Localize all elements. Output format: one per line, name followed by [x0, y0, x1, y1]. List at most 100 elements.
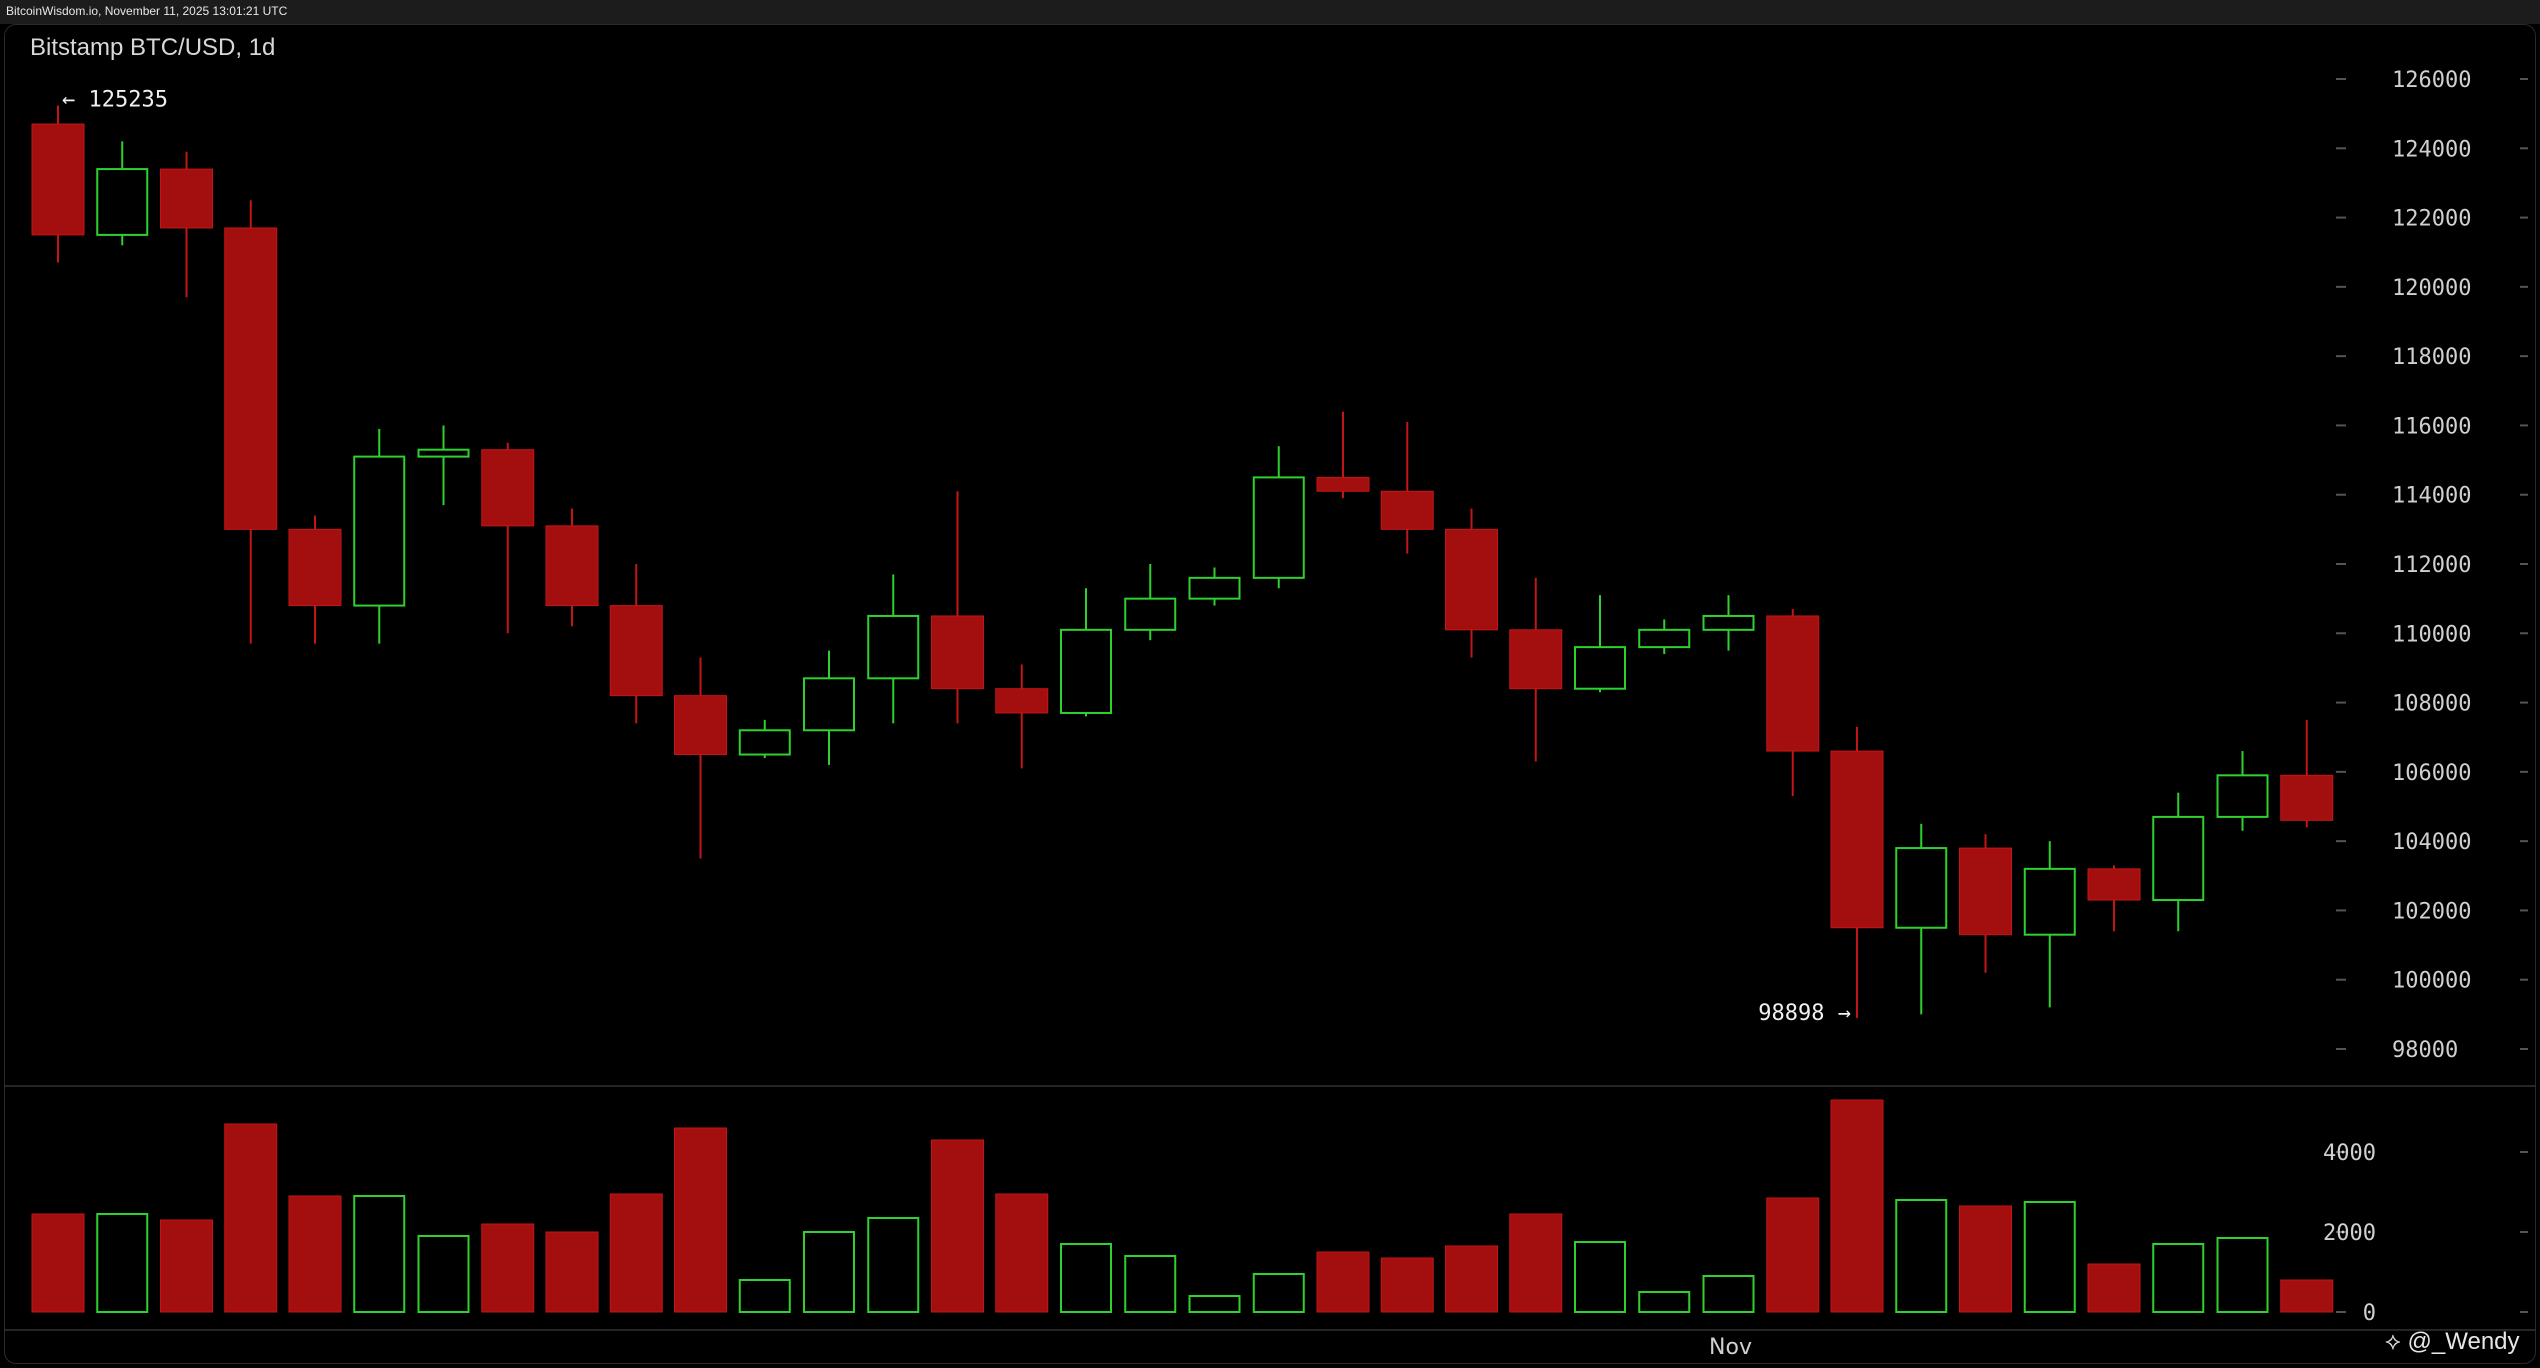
volume-bar-down: [609, 1193, 663, 1313]
candle-body-down: [2280, 774, 2334, 821]
candle-body-up: [867, 614, 920, 680]
volume-bar-up: [1252, 1273, 1305, 1313]
volume-bar-down: [224, 1123, 278, 1313]
volume-bar-up: [738, 1279, 791, 1313]
candle-body-up: [1702, 614, 1755, 631]
candle-body-down: [1316, 476, 1370, 492]
volume-bar-up: [1638, 1291, 1691, 1313]
candle-body-up: [2216, 774, 2269, 818]
candle-body-down: [224, 227, 278, 530]
price-tick-label: 108000: [2392, 692, 2471, 717]
candle-body-up: [1895, 847, 1948, 929]
price-candles: [31, 105, 2334, 1018]
volume-bar-down: [1766, 1197, 1820, 1313]
volume-bar-down: [31, 1213, 85, 1313]
chart-title: Bitstamp BTC/USD, 1d: [30, 34, 276, 61]
volume-bar-down: [1380, 1257, 1434, 1313]
candle-body-up: [1060, 628, 1112, 714]
price-tick-label: 100000: [2392, 969, 2471, 994]
volume-bar-up: [1060, 1243, 1112, 1313]
volume-bar-down: [1959, 1205, 2012, 1313]
candle-body-up: [2152, 815, 2205, 902]
volume-bar-up: [96, 1213, 149, 1313]
price-tick-label: 122000: [2392, 207, 2471, 232]
candle-body-down: [2087, 868, 2141, 901]
volume-bar-down: [2280, 1279, 2334, 1313]
candle-body-down: [160, 168, 213, 229]
volume-bar-up: [1124, 1255, 1177, 1313]
volume-bar-down: [931, 1139, 984, 1313]
candle-body-down: [1509, 629, 1563, 690]
price-tick-label: 116000: [2392, 414, 2471, 439]
volume-bar-up: [353, 1195, 406, 1313]
volume-bar-down: [288, 1195, 342, 1313]
chart-axes: 126000 124000 122000 120000 118000 116000 1140…: [4, 68, 2536, 1360]
candle-body-up: [738, 729, 791, 756]
volume-bar-up: [2152, 1243, 2205, 1313]
chart-frame: [4, 24, 2536, 1364]
price-tick-label: 102000: [2392, 899, 2471, 924]
author-watermark: ⟡ @_Wendy: [2385, 1328, 2520, 1356]
price-tick-label: 104000: [2392, 830, 2471, 855]
volume-bars: [31, 1099, 2334, 1313]
volume-tick-label: 2000: [2323, 1221, 2376, 1246]
candle-body-down: [1830, 750, 1884, 929]
price-tick-label: 110000: [2392, 622, 2471, 647]
price-tick-label: 124000: [2392, 137, 2471, 162]
candle-body-down: [931, 615, 984, 690]
candle-body-down: [995, 688, 1049, 714]
candle-body-up: [2023, 867, 2076, 936]
candle-body-up: [1574, 646, 1626, 690]
volume-bar-down: [1445, 1245, 1498, 1313]
price-tick-label: 126000: [2392, 68, 2471, 93]
candle-body-down: [1380, 490, 1434, 530]
volume-bar-down: [995, 1193, 1049, 1313]
volume-bar-up: [1895, 1199, 1948, 1313]
volume-bar-up: [417, 1235, 470, 1313]
volume-bar-down: [2087, 1263, 2141, 1313]
candle-body-down: [545, 525, 599, 607]
volume-bar-down: [1830, 1099, 1884, 1313]
volume-bar-up: [867, 1217, 920, 1313]
candle-body-up: [1638, 628, 1691, 649]
candle-body-down: [1445, 528, 1498, 631]
high-annotation: ← 125235: [62, 88, 168, 113]
price-tick-label: 112000: [2392, 553, 2471, 578]
price-tick-label: 98000: [2392, 1038, 2458, 1063]
diamond-icon: ⟡: [2385, 1328, 2408, 1355]
watermark-text: @_Wendy: [2407, 1328, 2520, 1355]
price-tick-label: 114000: [2392, 484, 2471, 509]
volume-bar-up: [2216, 1237, 2269, 1313]
volume-bar-up: [1188, 1295, 1241, 1313]
volume-bar-down: [674, 1127, 727, 1313]
candle-body-down: [674, 695, 727, 756]
volume-tick-label: 0: [2363, 1301, 2376, 1326]
volume-bar-up: [1574, 1241, 1626, 1313]
price-tick-label: 106000: [2392, 761, 2471, 786]
candle-body-down: [609, 605, 663, 697]
price-tick-label: 120000: [2392, 276, 2471, 301]
candle-body-up: [803, 677, 855, 732]
candle-body-up: [1188, 576, 1241, 600]
volume-bar-down: [1509, 1213, 1563, 1313]
candle-body-up: [96, 168, 149, 236]
volume-bar-down: [1316, 1251, 1370, 1313]
candle-body-down: [31, 123, 85, 236]
candle-body-up: [417, 448, 470, 458]
volume-bar-up: [803, 1231, 855, 1313]
candle-body-down: [481, 449, 535, 527]
x-axis-label-nov: Nov: [1709, 1335, 1752, 1360]
candle-body-up: [1252, 476, 1305, 579]
volume-bar-down: [545, 1231, 599, 1313]
volume-bar-up: [2023, 1201, 2076, 1313]
candle-body-down: [288, 528, 342, 607]
volume-bar-down: [160, 1219, 213, 1313]
candle-body-down: [1766, 615, 1820, 752]
volume-bar-down: [481, 1223, 535, 1313]
price-tick-label: 118000: [2392, 345, 2471, 370]
top-bar: BitcoinWisdom.io, November 11, 2025 13:0…: [0, 0, 2540, 24]
candle-body-up: [1124, 597, 1177, 631]
source-line: BitcoinWisdom.io, November 11, 2025 13:0…: [6, 4, 288, 18]
volume-bar-up: [1702, 1275, 1755, 1313]
